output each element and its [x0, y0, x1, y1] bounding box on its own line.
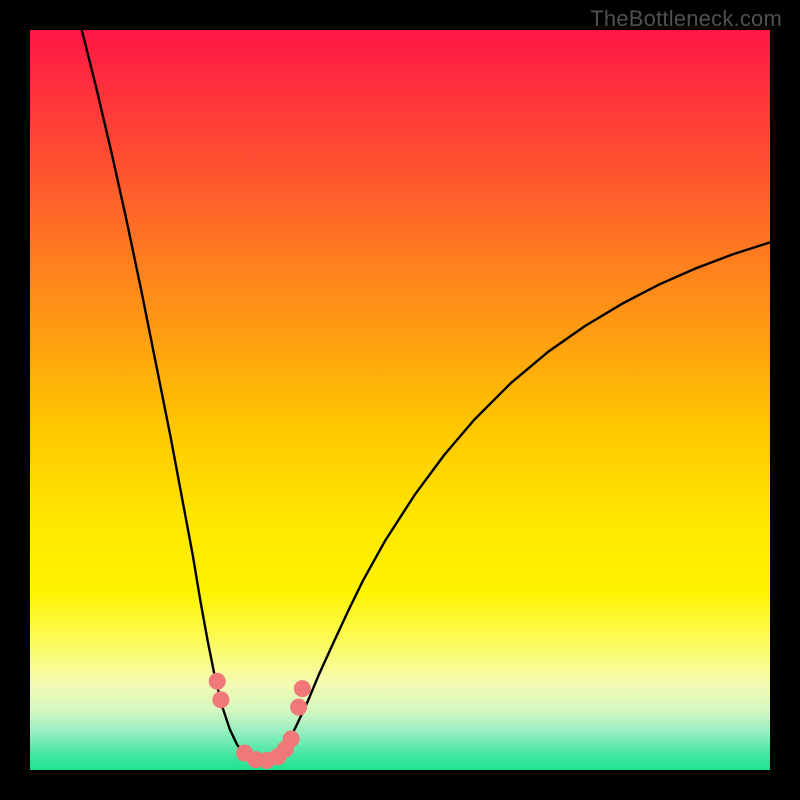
chart-container [30, 30, 770, 770]
data-marker [283, 731, 299, 747]
gradient-background [30, 30, 770, 770]
data-marker [209, 673, 225, 689]
data-marker [291, 699, 307, 715]
bottleneck-curve-chart [30, 30, 770, 770]
data-marker [294, 681, 310, 697]
data-marker [213, 692, 229, 708]
watermark-text: TheBottleneck.com [590, 6, 782, 32]
